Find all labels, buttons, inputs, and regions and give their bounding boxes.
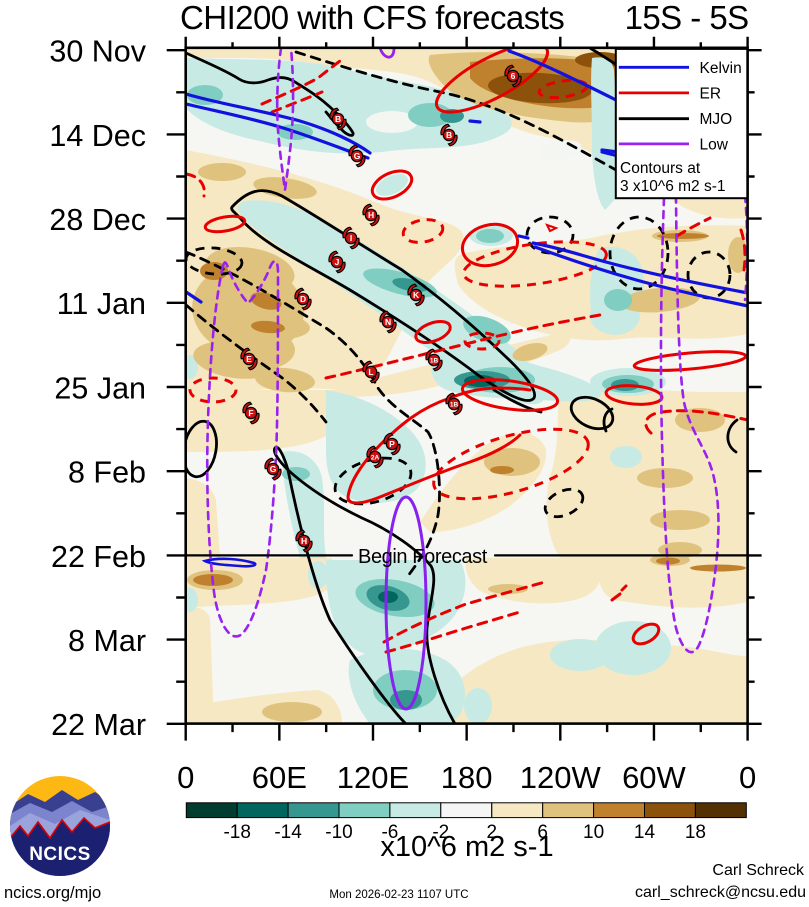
svg-text:60E: 60E (252, 760, 307, 795)
svg-text:Contours at: Contours at (620, 160, 701, 177)
svg-text:Mon 2026-02-23 1107 UTC: Mon 2026-02-23 1107 UTC (329, 889, 468, 901)
svg-text:P: P (389, 439, 395, 449)
svg-text:11 Jan: 11 Jan (57, 287, 146, 321)
svg-text:28 Dec: 28 Dec (49, 203, 146, 237)
svg-text:14: 14 (634, 822, 656, 843)
svg-text:E: E (246, 354, 252, 364)
svg-text:L: L (368, 367, 373, 377)
svg-text:0: 0 (739, 760, 756, 795)
svg-text:-6: -6 (381, 822, 398, 843)
svg-text:10: 10 (583, 822, 604, 843)
svg-text:G: G (354, 151, 361, 161)
svg-text:1B: 1B (450, 401, 459, 408)
svg-text:CHI200 with CFS forecasts: CHI200 with CFS forecasts (180, 0, 564, 36)
svg-text:carl_schreck@ncsu.edu: carl_schreck@ncsu.edu (635, 884, 806, 901)
svg-text:J: J (335, 257, 340, 267)
svg-text:N: N (385, 317, 391, 327)
svg-text:180: 180 (441, 760, 493, 795)
svg-text:-18: -18 (223, 822, 250, 843)
svg-text:15S - 5S: 15S - 5S (625, 0, 749, 36)
svg-text:I: I (350, 233, 352, 243)
svg-text:0: 0 (177, 760, 194, 795)
svg-text:H: H (368, 210, 374, 220)
svg-text:B: B (446, 130, 452, 140)
svg-text:G: G (270, 464, 277, 474)
svg-text:ncics.org/mjo: ncics.org/mjo (4, 884, 101, 902)
svg-text:K: K (413, 290, 420, 300)
svg-text:2A: 2A (371, 454, 380, 461)
svg-text:Carl Schreck: Carl Schreck (712, 862, 805, 879)
svg-text:D: D (300, 294, 306, 304)
svg-text:1B: 1B (430, 357, 439, 364)
svg-text:-10: -10 (325, 822, 352, 843)
svg-text:H: H (301, 536, 307, 546)
svg-text:120E: 120E (337, 760, 409, 795)
svg-text:NCICS: NCICS (29, 844, 91, 865)
svg-text:18: 18 (685, 822, 706, 843)
svg-text:-14: -14 (274, 822, 302, 843)
svg-text:2: 2 (487, 822, 498, 843)
svg-text:ER: ER (700, 85, 722, 102)
svg-text:6: 6 (537, 822, 548, 843)
svg-text:25 Jan: 25 Jan (54, 371, 146, 405)
svg-text:30 Nov: 30 Nov (49, 35, 146, 69)
svg-text:22 Feb: 22 Feb (51, 540, 146, 574)
svg-text:120W: 120W (520, 760, 602, 795)
svg-text:F: F (248, 408, 253, 418)
svg-text:8 Feb: 8 Feb (68, 456, 146, 490)
svg-text:6: 6 (511, 71, 516, 81)
svg-text:Begin Forecast: Begin Forecast (358, 546, 488, 568)
svg-text:22 Mar: 22 Mar (51, 708, 146, 742)
svg-text:3 x10^6 m2 s-1: 3 x10^6 m2 s-1 (620, 178, 726, 195)
svg-text:Low: Low (700, 136, 729, 153)
svg-text:-2: -2 (432, 822, 449, 843)
svg-text:Kelvin: Kelvin (700, 60, 742, 77)
svg-text:B: B (335, 114, 341, 124)
svg-text:60W: 60W (622, 760, 686, 795)
svg-text:8 Mar: 8 Mar (68, 624, 146, 658)
svg-text:14 Dec: 14 Dec (49, 119, 146, 153)
svg-text:MJO: MJO (700, 111, 733, 128)
svg-text:x10^6 m2 s-1: x10^6 m2 s-1 (380, 831, 553, 863)
